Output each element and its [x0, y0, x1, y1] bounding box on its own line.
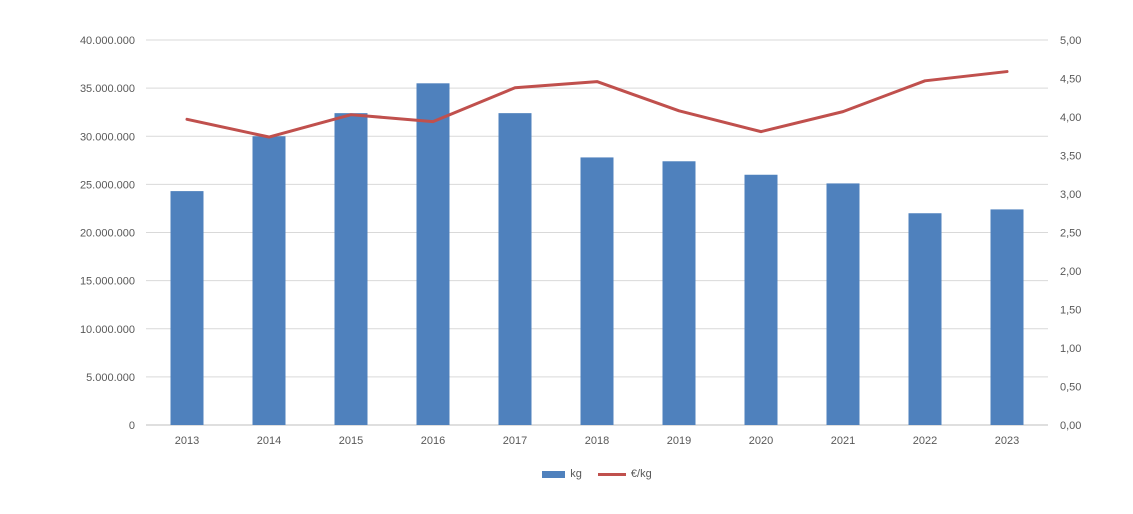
legend-label-eur-per-kg: €/kg: [630, 468, 652, 480]
right-axis-tick-label: 4,00: [1060, 112, 1081, 124]
right-axis-tick-label: 3,00: [1060, 189, 1081, 201]
x-axis-category-label: 2022: [913, 435, 937, 447]
bar-2014: [252, 136, 286, 425]
bar-2021: [826, 183, 860, 425]
left-axis-tick-label: 15.000.000: [80, 276, 135, 288]
left-axis-tick-label: 10.000.000: [80, 324, 135, 336]
legend-swatch-kg: [542, 471, 566, 478]
right-axis-tick-label: 0,00: [1060, 420, 1081, 432]
x-axis-category-label: 2018: [585, 435, 609, 447]
bar-2020: [744, 174, 778, 425]
x-axis-category-label: 2019: [667, 435, 691, 447]
bar-2015: [334, 113, 368, 426]
x-axis-category-label: 2015: [339, 435, 363, 447]
x-axis-category-label: 2016: [421, 435, 445, 447]
bar-2013: [170, 191, 204, 425]
right-axis-tick-label: 3,50: [1060, 151, 1081, 163]
right-axis-tick-label: 2,50: [1060, 228, 1081, 240]
bar-2019: [662, 161, 696, 425]
x-axis-category-label: 2020: [749, 435, 773, 447]
x-axis-category-label: 2017: [503, 435, 527, 447]
left-axis-tick-label: 40.000.000: [80, 35, 135, 47]
right-axis-tick-label: 4,50: [1060, 74, 1081, 86]
left-axis-tick-label: 30.000.000: [80, 131, 135, 143]
right-axis-tick-label: 2,00: [1060, 266, 1081, 278]
bar-2017: [498, 113, 532, 426]
left-axis-tick-label: 5.000.000: [86, 372, 135, 384]
right-axis-tick-label: 1,50: [1060, 305, 1081, 317]
left-axis-tick-label: 35.000.000: [80, 83, 135, 95]
x-axis-category-label: 2013: [175, 435, 199, 447]
left-axis-tick-label: 20.000.000: [80, 228, 135, 240]
chart-legend: kg €/kg: [146, 469, 1048, 480]
legend-item-kg: kg: [542, 469, 582, 480]
bar-2023: [990, 209, 1024, 425]
legend-swatch-eur-per-kg: [597, 473, 626, 476]
x-axis-category-label: 2021: [831, 435, 855, 447]
bar-2018: [580, 157, 614, 426]
x-axis-category-label: 2023: [995, 435, 1019, 447]
left-axis-tick-label: 25.000.000: [80, 179, 135, 191]
legend-item-eur-per-kg: €/kg: [597, 468, 652, 480]
right-axis-tick-label: 0,50: [1060, 382, 1081, 394]
right-axis-tick-label: 5,00: [1060, 35, 1081, 47]
bar-2022: [908, 213, 942, 425]
right-axis-tick-label: 1,00: [1060, 343, 1081, 355]
bar-2016: [416, 83, 450, 425]
price-line: [185, 70, 1009, 139]
left-axis-tick-label: 0: [129, 420, 135, 432]
x-axis-category-label: 2014: [257, 435, 281, 447]
legend-label-kg: kg: [570, 468, 582, 480]
